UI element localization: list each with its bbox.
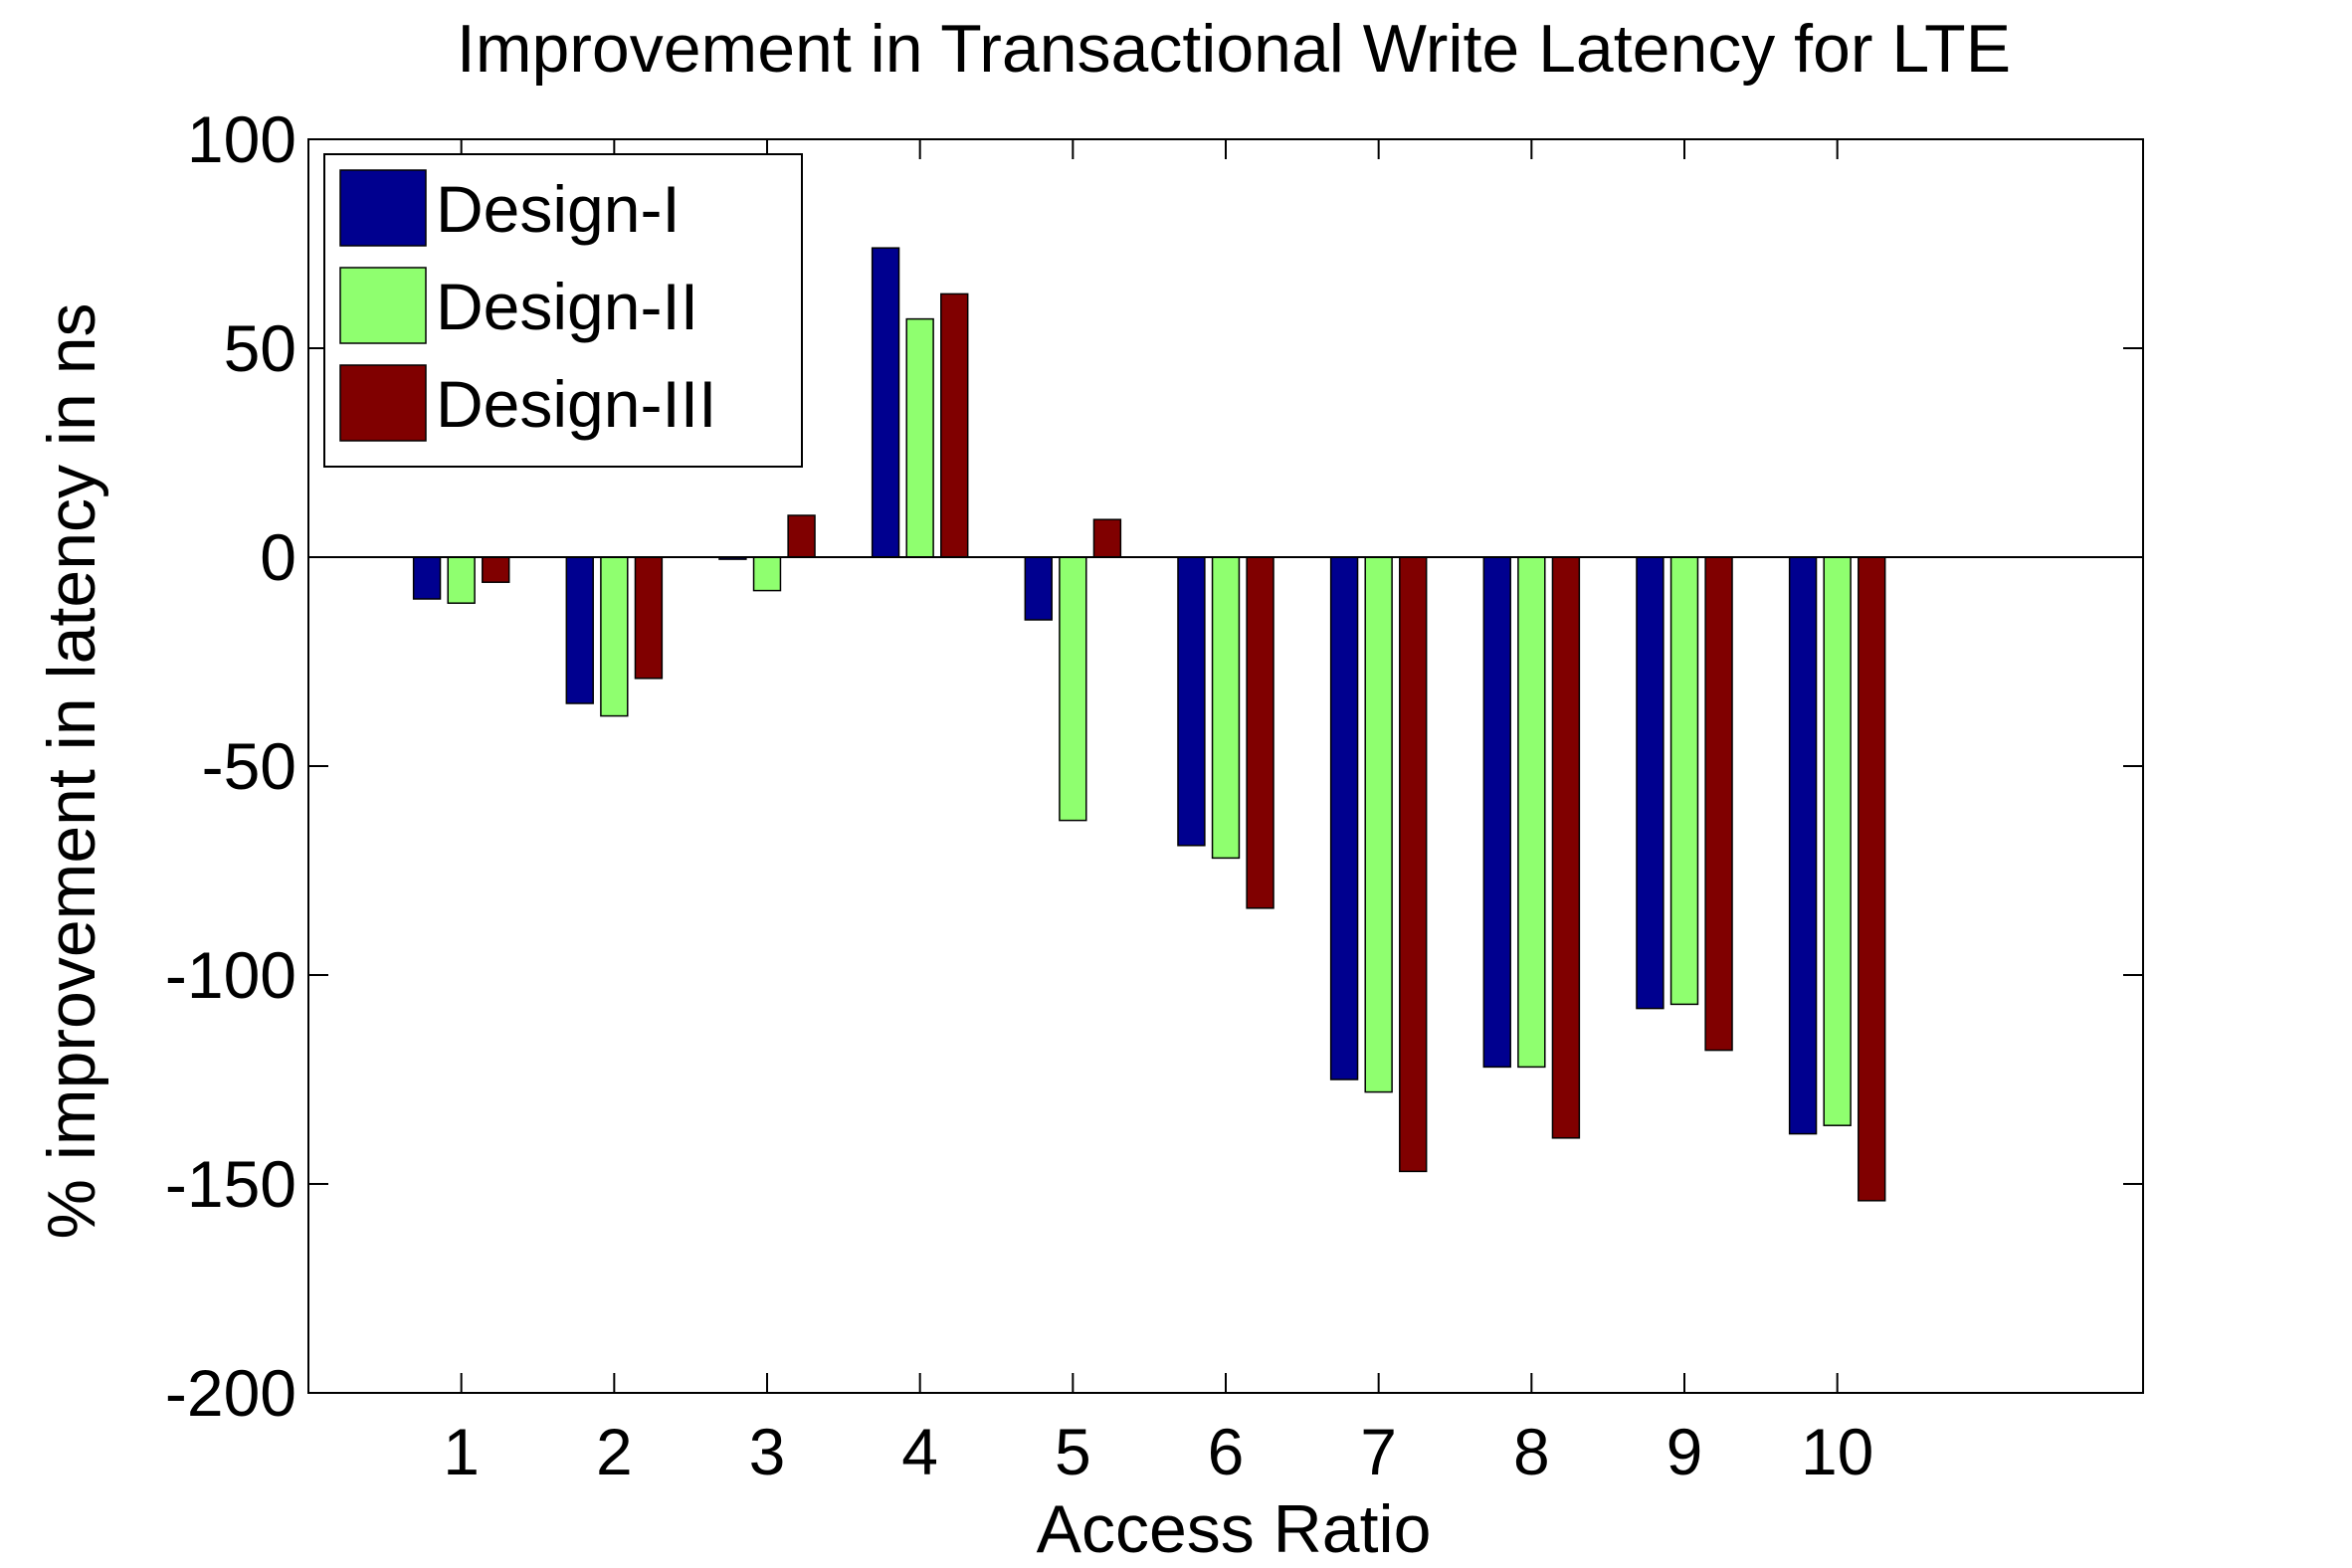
y-tick-label: -150 [165,1147,296,1221]
bar-design-i-2 [565,556,594,704]
bar-design-ii-7 [1364,556,1393,1093]
bar-design-ii-3 [752,556,782,592]
x-tick-label: 4 [901,1415,938,1488]
bar-design-ii-9 [1669,556,1699,1006]
x-tick-label: 2 [596,1415,633,1488]
y-tick-label: -50 [202,729,296,803]
x-tick-label: 7 [1360,1415,1397,1488]
x-axis-label: Access Ratio [1037,1491,1432,1567]
bar-design-ii-1 [447,556,476,604]
bar-design-i-9 [1636,556,1665,1010]
x-tick-label: 10 [1801,1415,1873,1488]
tick-labels: 100 50 0 -50 -100 -150 -200 1 2 3 4 5 6 7 8 9 10 [165,102,1873,1488]
x-tick-label: 6 [1208,1415,1245,1488]
bar-design-iii-10 [1858,556,1886,1202]
legend-label: Design-II [436,270,698,343]
bar-design-i-6 [1177,556,1206,847]
y-tick-label: 0 [260,520,296,594]
y-tick-label: 50 [224,311,296,385]
legend-label: Design-I [436,172,681,246]
bar-design-ii-10 [1823,556,1852,1126]
bar-design-i-8 [1482,556,1511,1069]
x-tick-label: 3 [749,1415,786,1488]
bar-design-i-4 [871,247,900,558]
bar-design-iii-7 [1399,556,1428,1173]
bar-design-iii-8 [1551,556,1581,1139]
y-axis-label: % improvement in latency in ns [34,302,109,1239]
y-tick-label: -200 [165,1356,296,1430]
bar-design-i-1 [412,556,442,600]
bar-design-iii-9 [1704,556,1733,1052]
legend-swatch [339,364,427,442]
x-tick-label: 1 [443,1415,480,1488]
bar-design-iii-1 [482,556,510,583]
legend: Design-I Design-II Design-III [323,153,803,468]
chart-title: Improvement in Transactional Write Laten… [457,11,2011,87]
bar-design-iii-5 [1092,518,1122,558]
bar-design-ii-8 [1517,556,1546,1069]
legend-label: Design-III [436,367,716,441]
bar-design-ii-6 [1211,556,1241,860]
bar-design-i-5 [1024,556,1053,621]
x-tick-label: 5 [1055,1415,1091,1488]
axes [307,138,2144,1394]
bar-design-ii-5 [1059,556,1087,822]
bar-design-i-7 [1329,556,1359,1080]
bar-design-ii-4 [905,317,934,558]
x-tick-label: 8 [1513,1415,1550,1488]
legend-swatch [339,169,427,247]
bar-design-iii-6 [1246,556,1274,909]
bar-design-i-10 [1788,556,1818,1135]
x-tick-label: 9 [1666,1415,1703,1488]
bar-design-iii-2 [634,556,664,680]
y-tick-label: -100 [165,938,296,1012]
bar-design-iii-4 [940,293,969,558]
bar-design-iii-3 [787,514,816,558]
y-tick-label: 100 [187,102,296,176]
bar-design-ii-2 [600,556,629,717]
legend-swatch [339,267,427,344]
